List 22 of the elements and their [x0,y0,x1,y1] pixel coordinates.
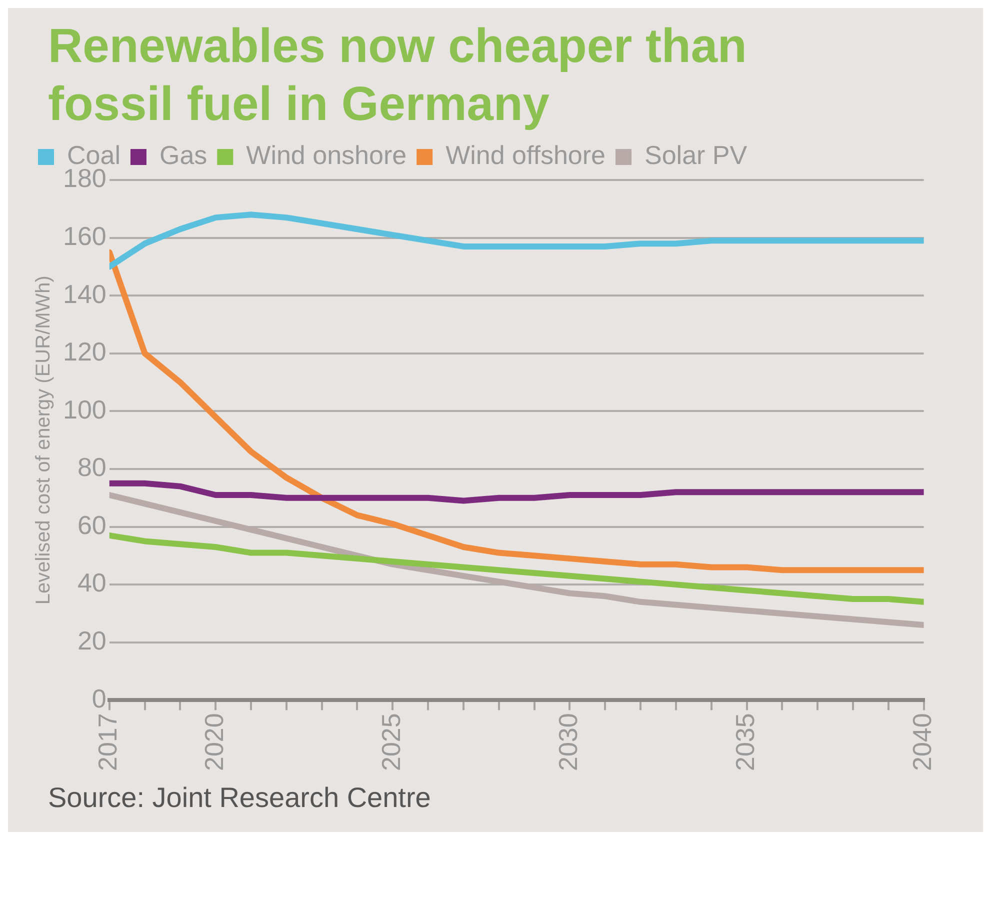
legend-label: Wind offshore [446,140,606,170]
y-tick-label: 140 [62,278,106,309]
legend-label: Solar PV [644,140,748,170]
y-tick-label: 160 [62,220,106,251]
y-tick-label: 0 [92,683,106,714]
y-tick-label: 60 [77,510,106,540]
y-tick-label: 40 [77,568,106,598]
chart-title: Renewables now cheaper than fossil fuel in Germany [47,19,748,133]
legend-label: Wind onshore [246,140,407,170]
y-tick-label: 80 [77,452,106,482]
y-tick-label: 20 [77,626,106,656]
legend-label: Gas [159,140,208,170]
source-note: Source: Joint Research Centre [47,781,432,815]
x-tick-label: 2017 [92,713,123,772]
x-tick-label: 2035 [730,713,760,772]
x-tick-label: 2030 [552,713,583,772]
x-tick-label: 2025 [376,713,406,772]
y-tick-label: 100 [62,394,106,424]
x-tick-label: 2040 [906,713,937,772]
x-tick-label: 2020 [198,713,229,772]
y-tick-label: 120 [62,336,106,367]
y-axis-title: Levelised cost of energy (EUR/MWh) [32,276,55,605]
